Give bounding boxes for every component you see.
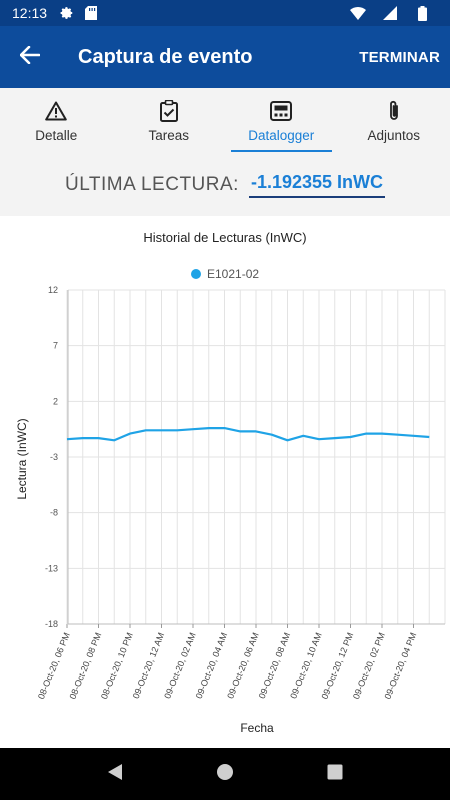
terminar-button[interactable]: TERMINAR bbox=[359, 48, 440, 66]
tab-datalogger[interactable]: Datalogger bbox=[225, 88, 338, 154]
x-axis-label: Fecha bbox=[240, 721, 274, 735]
tab-detalle-label: Detalle bbox=[35, 127, 78, 143]
legend-marker bbox=[191, 269, 201, 279]
x-tick-label: 09-Oct-20, 04 AM bbox=[194, 631, 230, 700]
y-tick-label: -13 bbox=[45, 563, 58, 573]
y-axis-label: Lectura (InWC) bbox=[15, 418, 29, 499]
wifi-icon bbox=[350, 5, 366, 21]
last-reading-label: ÚLTIMA LECTURA: bbox=[64, 174, 239, 195]
x-tick-label: 09-Oct-20, 04 PM bbox=[382, 631, 418, 701]
y-axis-ticks: 12 7 2 -3 -8 -13 -18 bbox=[45, 285, 58, 629]
app-bar: Captura de evento TERMINAR bbox=[0, 26, 450, 88]
reading-history-chart: Historial de Lecturas (InWC) E1021-02 12… bbox=[15, 230, 446, 735]
y-tick-label: -3 bbox=[50, 452, 58, 462]
status-bar: 12:13 bbox=[0, 0, 450, 26]
tab-tareas-label: Tareas bbox=[148, 127, 190, 143]
tab-bar: Detalle Tareas Datalogger Adjuntos bbox=[0, 88, 450, 154]
x-tick-label: 09-Oct-20, 06 AM bbox=[225, 631, 261, 700]
last-reading-value: -1.192355 InWC bbox=[248, 172, 386, 198]
x-tick-label: 08-Oct-20, 10 PM bbox=[99, 631, 135, 701]
y-tick-label: 12 bbox=[48, 285, 58, 295]
legend-label: E1021-02 bbox=[207, 267, 259, 281]
paperclip-icon bbox=[383, 100, 405, 122]
nav-back-button[interactable] bbox=[95, 754, 135, 794]
battery-icon bbox=[414, 5, 430, 21]
clipboard-check-icon bbox=[158, 99, 180, 122]
status-time: 12:13 bbox=[12, 5, 48, 21]
x-tick-label: 09-Oct-20, 10 AM bbox=[288, 631, 324, 700]
chart-panel: Historial de Lecturas (InWC) E1021-02 12… bbox=[0, 216, 450, 748]
warning-icon bbox=[45, 100, 68, 122]
y-tick-label: -8 bbox=[50, 508, 58, 518]
x-tick-label: 09-Oct-20, 02 PM bbox=[351, 631, 387, 701]
y-tick-label: -18 bbox=[45, 619, 58, 629]
tab-detalle[interactable]: Detalle bbox=[0, 88, 113, 154]
system-nav-bar bbox=[0, 748, 450, 800]
x-tick-label: 09-Oct-20, 08 AM bbox=[257, 631, 293, 700]
chart-legend: E1021-02 bbox=[191, 267, 259, 281]
x-tick-label: 09-Oct-20, 02 AM bbox=[162, 631, 198, 700]
tab-adjuntos[interactable]: Adjuntos bbox=[338, 88, 450, 154]
recents-square-icon bbox=[327, 764, 343, 785]
page-title: Captura de evento bbox=[78, 45, 253, 68]
y-tick-label: 7 bbox=[53, 341, 58, 351]
x-tick-label: 08-Oct-20, 08 PM bbox=[67, 631, 103, 701]
gear-icon bbox=[59, 5, 75, 21]
last-reading: ÚLTIMA LECTURA: -1.192355 InWC bbox=[0, 154, 450, 216]
tab-datalogger-label: Datalogger bbox=[248, 127, 315, 143]
nav-home-button[interactable] bbox=[205, 754, 245, 794]
series-line-e1021-02 bbox=[66, 427, 430, 442]
signal-icon bbox=[382, 5, 398, 21]
sd-card-icon bbox=[83, 5, 99, 21]
tab-tareas[interactable]: Tareas bbox=[113, 88, 226, 154]
x-tick-label: 09-Oct-20, 12 PM bbox=[319, 631, 355, 701]
y-tick-label: 2 bbox=[53, 396, 58, 406]
back-triangle-icon bbox=[107, 763, 123, 786]
nav-recents-button[interactable] bbox=[315, 754, 355, 794]
chart-title: Historial de Lecturas (InWC) bbox=[143, 230, 306, 245]
tab-adjuntos-label: Adjuntos bbox=[367, 127, 421, 143]
back-button[interactable] bbox=[0, 26, 60, 88]
x-tick-label: 09-Oct-20, 12 AM bbox=[131, 631, 167, 700]
home-circle-icon bbox=[216, 763, 234, 786]
chart-grid bbox=[66, 289, 446, 625]
datalogger-icon bbox=[270, 100, 293, 122]
x-tick-label: 08-Oct-20, 06 PM bbox=[36, 631, 72, 701]
chart-series bbox=[66, 427, 430, 442]
arrow-left-icon bbox=[19, 45, 41, 69]
